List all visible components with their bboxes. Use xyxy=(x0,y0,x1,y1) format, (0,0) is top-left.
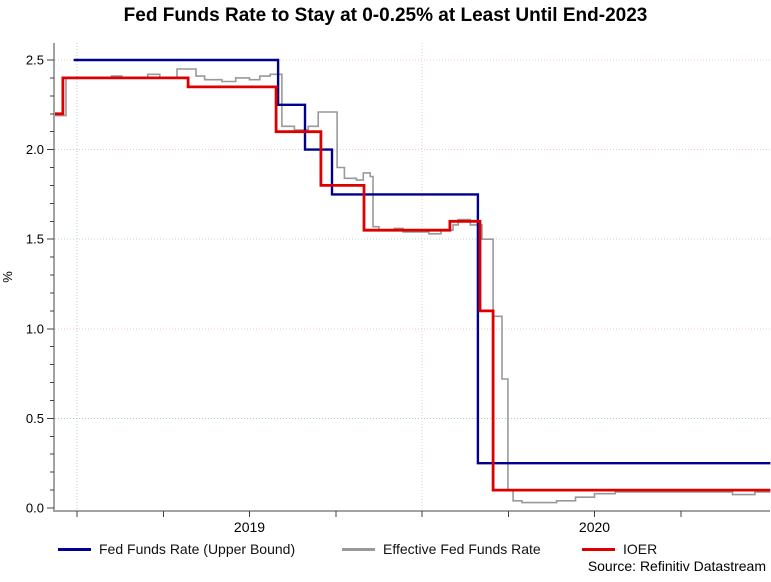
legend-label-effective-fed-funds-rate: Effective Fed Funds Rate xyxy=(383,541,541,557)
legend-swatch-gray-line xyxy=(342,547,375,551)
series-lines xyxy=(54,58,771,504)
legend: Fed Funds Rate (Upper Bound) Effective F… xyxy=(0,541,771,559)
series-fed-funds-upper-bound xyxy=(73,58,771,465)
y-tick-label: 0.0 xyxy=(26,501,44,516)
y-tick-label: 2.0 xyxy=(26,142,44,157)
y-tick-label: 0.5 xyxy=(26,411,44,426)
legend-item-fed-funds-upper-bound: Fed Funds Rate (Upper Bound) xyxy=(58,541,295,557)
gridlines xyxy=(55,43,770,511)
chart-title: Fed Funds Rate to Stay at 0-0.25% at Lea… xyxy=(123,5,648,26)
legend-swatch-red-line xyxy=(582,547,615,551)
legend-swatch-blue-line xyxy=(58,547,91,551)
series-ioer xyxy=(54,76,771,492)
source-text: Source: Refinitiv Datastream xyxy=(587,558,766,574)
legend-label-fed-funds-upper-bound: Fed Funds Rate (Upper Bound) xyxy=(99,541,296,557)
axes xyxy=(47,43,770,517)
y-tick-label: 1.5 xyxy=(26,232,44,247)
legend-item-effective-fed-funds-rate: Effective Fed Funds Rate xyxy=(342,541,541,557)
x-tick-label: 2020 xyxy=(579,519,610,535)
y-axis-title: % xyxy=(0,271,15,283)
legend-label-ioer: IOER xyxy=(623,541,658,557)
y-tick-label: 1.0 xyxy=(26,321,44,336)
axis-labels: 2.5 2.0 1.5 1.0 0.5 0.0 2019 2020% xyxy=(0,53,610,536)
y-tick-label: 2.5 xyxy=(26,53,44,68)
series-effective-fed-funds-rate xyxy=(54,68,771,504)
x-tick-label: 2019 xyxy=(234,519,265,535)
legend-item-ioer: IOER xyxy=(582,541,657,557)
